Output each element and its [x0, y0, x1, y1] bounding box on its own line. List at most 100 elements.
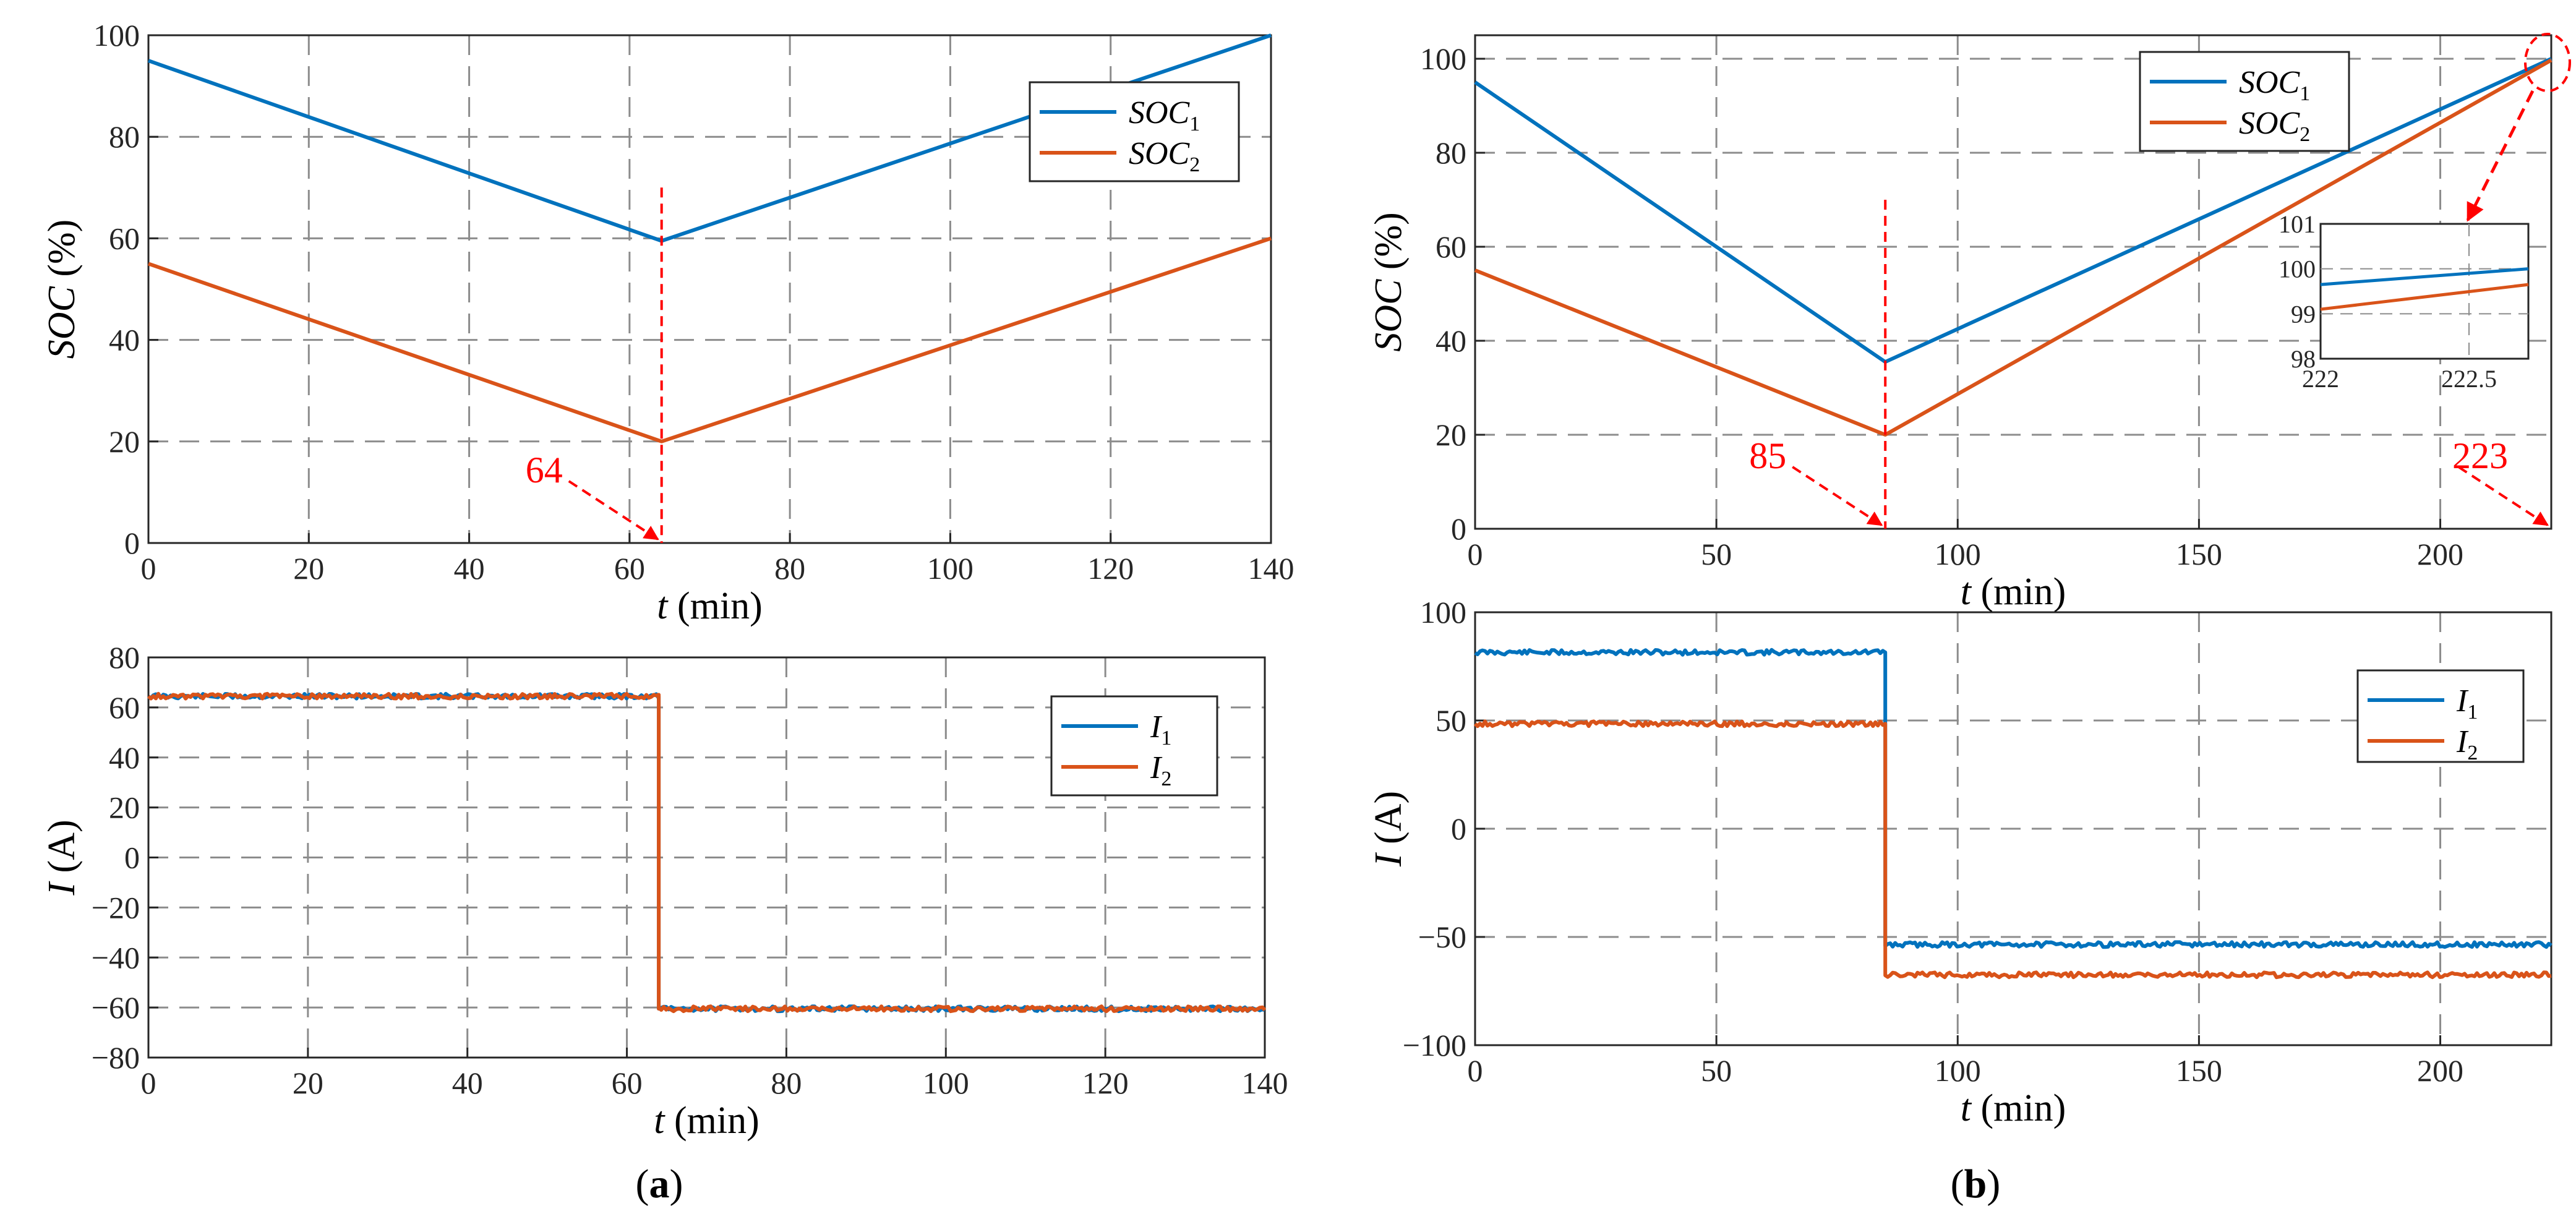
- inset-y-tick-label: 99: [2291, 300, 2316, 328]
- x-axis-label: t (min): [657, 585, 762, 627]
- y-tick-label: 20: [109, 790, 140, 825]
- x-tick-label: 100: [923, 1066, 969, 1100]
- y-tick-label: 20: [109, 424, 140, 459]
- plot-frame: [1474, 34, 2552, 530]
- y-tick-label: 80: [109, 119, 140, 154]
- series-line-2: [148, 236, 1272, 443]
- annotation-label: 223: [2452, 435, 2508, 476]
- x-tick-label: 50: [1701, 537, 1732, 571]
- zoom-marker: [2524, 33, 2571, 92]
- x-tick-label: 40: [454, 551, 485, 586]
- x-tick-label: 200: [2417, 1053, 2463, 1088]
- y-axis-label: SOC (%): [1367, 212, 1410, 352]
- zoom-arrow: [2466, 90, 2535, 222]
- inset-frame: [2319, 223, 2530, 360]
- x-tick-label: 50: [1701, 1053, 1732, 1088]
- y-tick-label: 40: [109, 740, 140, 775]
- y-tick-label: 40: [1436, 323, 1466, 358]
- y-tick-label: 0: [124, 526, 140, 560]
- x-tick-label: 120: [1087, 551, 1134, 586]
- y-tick-label: 40: [109, 323, 140, 357]
- x-tick-label: 80: [771, 1066, 802, 1100]
- inset-series-line-2: [2320, 283, 2529, 311]
- y-tick-label: 60: [1436, 229, 1466, 264]
- x-tick-label: 40: [452, 1066, 483, 1100]
- x-tick-label: 200: [2417, 537, 2463, 571]
- x-tick-label: 60: [614, 551, 645, 586]
- legend-label: I1: [1150, 709, 1171, 750]
- y-tick-label: 100: [1420, 595, 1466, 630]
- x-tick-label: 0: [1468, 537, 1483, 571]
- legend-box: [1050, 695, 1218, 797]
- chart-a-current: 0 20 40 60 80 100 120 140 −80 −60 −40 −20 0 20 40 60 80 t…: [41, 640, 1288, 1142]
- y-tick-label: −50: [1418, 920, 1466, 954]
- series-line-1: [1474, 648, 2552, 949]
- y-tick-label: 60: [109, 690, 140, 725]
- x-tick-label: 140: [1248, 551, 1294, 586]
- annotation-arrow: [1792, 466, 1883, 526]
- x-axis-label: t (min): [1961, 571, 2066, 613]
- legend-label: I2: [1150, 750, 1171, 790]
- y-tick-label: 100: [1420, 41, 1466, 76]
- x-tick-label: 140: [1242, 1066, 1288, 1100]
- inset-x-tick-label: 222.5: [2441, 365, 2497, 393]
- panel-label-b: (b): [1951, 1161, 2001, 1207]
- chart-a-soc: 0 20 40 60 80 100 120 140 0 20 40 60 80 100 t (min) SOC…: [41, 18, 1294, 627]
- inset-series-line-1: [2320, 267, 2529, 286]
- legend-label: I1: [2456, 683, 2478, 724]
- inset-y-tick-label: 101: [2279, 210, 2316, 238]
- y-tick-label: −100: [1403, 1028, 1466, 1062]
- x-tick-label: 100: [927, 551, 973, 586]
- zoom-inset: 98 99 100 101 222 222.5: [2279, 210, 2530, 393]
- y-axis-label: SOC (%): [41, 220, 83, 359]
- y-tick-label: 80: [1436, 135, 1466, 170]
- gridlines: [148, 35, 1271, 543]
- y-tick-label: 50: [1436, 703, 1466, 738]
- annotation-label: 85: [1749, 435, 1786, 476]
- x-tick-label: 100: [1935, 537, 1981, 571]
- x-tick-label: 20: [293, 1066, 323, 1100]
- inset-y-tick-label: 100: [2279, 255, 2316, 283]
- x-tick-label: 0: [141, 1066, 156, 1100]
- x-tick-label: 60: [612, 1066, 643, 1100]
- y-axis-label: I (A): [1367, 791, 1410, 867]
- series-line-2: [1473, 719, 2552, 980]
- legend-label: SOC2: [1129, 136, 1200, 176]
- x-axis-label: t (min): [654, 1100, 759, 1142]
- legend-label: SOC1: [2239, 65, 2310, 105]
- x-tick-label: 80: [774, 551, 805, 586]
- legend-box: [2139, 51, 2350, 152]
- y-tick-label: 100: [93, 18, 140, 53]
- y-tick-label: 0: [1451, 811, 1466, 846]
- y-tick-label: −40: [92, 940, 140, 975]
- x-tick-label: 150: [2176, 537, 2222, 571]
- annotation-label: 64: [526, 450, 563, 490]
- x-tick-label: 0: [141, 551, 156, 586]
- inset-y-tick-label: 98: [2291, 345, 2316, 373]
- y-tick-label: −60: [92, 990, 140, 1025]
- x-tick-label: 0: [1468, 1053, 1483, 1088]
- panel-label-a: (a): [636, 1161, 683, 1207]
- y-tick-label: −20: [92, 890, 140, 925]
- series-line-2: [147, 691, 1267, 1014]
- x-tick-label: 120: [1082, 1066, 1129, 1100]
- annotation-arrow: [568, 480, 659, 541]
- legend-label: I2: [2456, 724, 2478, 764]
- y-tick-label: 60: [109, 221, 140, 255]
- y-tick-label: 20: [1436, 417, 1466, 452]
- legend-label: SOC1: [1129, 95, 1200, 135]
- x-tick-label: 150: [2176, 1053, 2222, 1088]
- x-axis-label: t (min): [1961, 1087, 2066, 1129]
- x-tick-label: 100: [1935, 1053, 1981, 1088]
- legend-box: [1029, 81, 1240, 182]
- annotation-arrow: [2457, 466, 2549, 526]
- plot-frame: [147, 34, 1272, 544]
- y-tick-label: 80: [109, 640, 140, 675]
- y-tick-label: 0: [1451, 511, 1466, 546]
